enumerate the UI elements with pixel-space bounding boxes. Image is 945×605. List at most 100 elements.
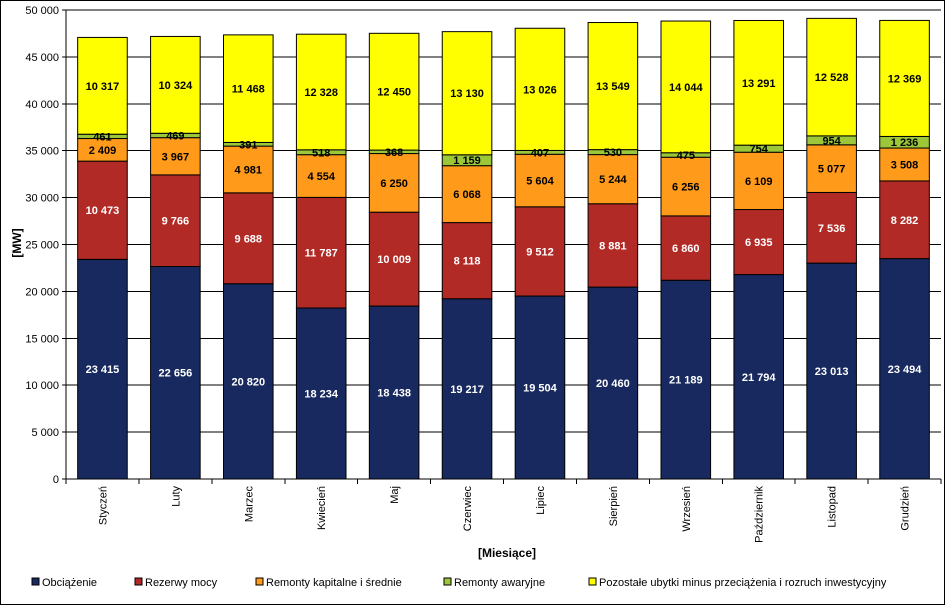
x-tick-label: Listopad	[827, 486, 839, 528]
data-label: 518	[312, 147, 330, 159]
x-tick-label: Maj	[389, 486, 401, 504]
legend-label: Pozostałe ubytki minus przeciążenia i ro…	[599, 577, 887, 589]
y-axis-ticks: 0 5 000 10 000 15 000 20 000 25 000 30 000 35 0…	[25, 5, 66, 486]
bar-segment	[441, 165, 493, 224]
bar-segment	[150, 137, 201, 176]
data-label: 9 512	[526, 246, 554, 258]
y-tick-label: 10 000	[25, 380, 59, 392]
data-label: 10 473	[86, 205, 120, 217]
data-label: 18 234	[304, 388, 339, 400]
bar-segment	[441, 222, 493, 300]
y-tick-label: 50 000	[25, 5, 59, 17]
data-label: 6 250	[380, 178, 408, 190]
y-tick-label: 30 000	[25, 193, 59, 205]
data-label: 9 688	[235, 233, 263, 245]
bar-segment	[223, 34, 274, 143]
data-label: 6 256	[672, 182, 700, 194]
data-label: 13 291	[742, 78, 776, 90]
gridlines	[66, 9, 941, 433]
data-label: 3 967	[162, 151, 190, 163]
legend-label: Obciążenie	[42, 577, 97, 589]
data-label: 19 217	[450, 384, 484, 396]
bar-segment	[879, 147, 930, 182]
x-tick-label: Luty	[170, 486, 182, 507]
legend-swatch	[443, 577, 452, 586]
data-label: 475	[677, 150, 695, 162]
data-label: 4 554	[307, 171, 335, 183]
data-label: 530	[604, 147, 622, 159]
bar-segment	[879, 19, 930, 137]
data-label: 4 981	[235, 164, 263, 176]
data-label: 13 130	[450, 88, 484, 100]
x-axis-ticks: Styczeń Luty Marzec Kwiecień Maj Czerwiec Lipi…	[65, 479, 942, 543]
data-label: 8 881	[599, 240, 627, 252]
data-label: 6 935	[745, 237, 773, 249]
data-label: 10 324	[159, 80, 194, 92]
data-label: 461	[93, 131, 111, 143]
data-label: 1 159	[453, 155, 481, 167]
bar-segment	[368, 305, 420, 480]
legend-label: Remonty awaryjne	[454, 577, 545, 589]
data-label: 20 460	[596, 378, 630, 390]
y-tick-label: 40 000	[25, 99, 59, 111]
data-label: 6 068	[453, 189, 481, 201]
data-label: 13 549	[596, 81, 630, 93]
bar-segment	[223, 283, 274, 480]
data-label: 5 077	[818, 164, 846, 176]
bar-segment	[150, 265, 201, 480]
legend-label: Rezerwy mocy	[145, 577, 218, 589]
bar-segment	[441, 298, 493, 480]
bar-segment	[77, 160, 128, 260]
data-label: 20 820	[231, 376, 265, 388]
data-label: 954	[822, 135, 841, 147]
bar-segment	[587, 22, 639, 151]
y-tick-label: 45 000	[25, 52, 59, 64]
data-label: 13 026	[523, 84, 557, 96]
legend-swatch	[255, 577, 264, 586]
y-tick-label: 25 000	[25, 240, 59, 252]
data-label: 22 656	[159, 368, 193, 380]
bar-segment	[295, 307, 347, 480]
x-tick-label: Październik	[754, 486, 766, 543]
x-tick-label: Lipiec	[535, 486, 547, 515]
data-label: 368	[385, 147, 403, 159]
data-label: 12 369	[888, 73, 922, 85]
data-label: 6 109	[745, 176, 773, 188]
y-axis-title: [MW]	[10, 228, 24, 257]
data-label: 5 604	[526, 176, 554, 188]
data-label: 5 244	[599, 174, 627, 186]
data-label: 14 044	[669, 82, 704, 94]
y-tick-label: 20 000	[25, 286, 59, 298]
legend-swatch	[134, 577, 143, 586]
bar-segment	[733, 19, 785, 146]
data-label: 7 536	[818, 223, 846, 235]
data-label: 9 766	[162, 216, 190, 228]
bar-segment	[441, 31, 493, 156]
y-tick-label: 15 000	[25, 333, 59, 345]
legend-swatch	[588, 577, 597, 586]
data-label: 754	[750, 144, 769, 156]
data-label: 23 013	[815, 366, 849, 378]
bar-segment	[660, 215, 712, 281]
y-tick-label: 5 000	[31, 427, 59, 439]
legend-swatch	[31, 577, 40, 586]
bar-segment	[806, 17, 857, 137]
x-tick-label: Styczeń	[97, 486, 109, 525]
data-label: 21 189	[669, 375, 703, 387]
bar-segment	[295, 33, 347, 151]
x-tick-label: Czerwiec	[462, 486, 474, 532]
bars	[77, 17, 930, 480]
data-label: 23 415	[86, 364, 120, 376]
data-label: 469	[166, 130, 184, 142]
data-label: 12 328	[304, 87, 338, 99]
x-tick-label: Wrzesień	[681, 486, 693, 532]
bar-segment	[879, 180, 930, 260]
data-label: 12 450	[377, 87, 411, 99]
data-label: 2 409	[89, 145, 117, 157]
bar-segment	[806, 144, 857, 193]
data-label: 10 317	[86, 81, 120, 93]
bar-segment	[733, 274, 785, 480]
y-tick-label: 35 000	[25, 146, 59, 158]
